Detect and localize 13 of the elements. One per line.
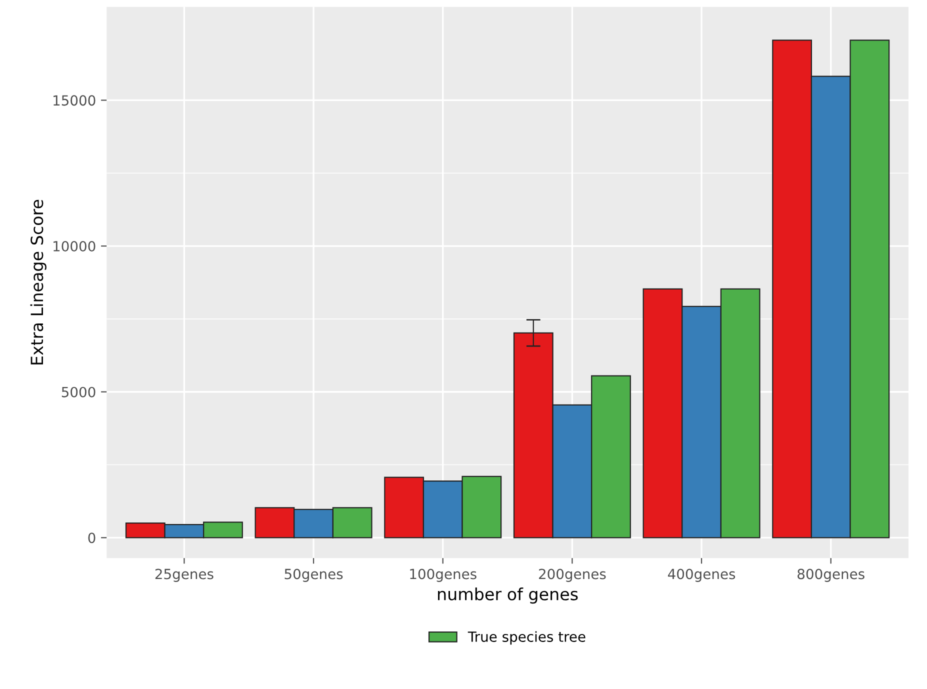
x-tick-label: 200genes bbox=[538, 568, 606, 582]
x-tick-label: 25genes bbox=[155, 568, 214, 582]
y-tick-label: 0 bbox=[88, 532, 96, 544]
legend-label: True species tree bbox=[468, 631, 586, 645]
x-tick-label: 100genes bbox=[410, 568, 476, 582]
y-tick-label: 15000 bbox=[54, 95, 96, 106]
x-tick-label: 400genes bbox=[668, 568, 736, 582]
y-tick-label: 10000 bbox=[54, 241, 96, 252]
x-axis-title: number of genes bbox=[438, 588, 578, 604]
x-tick-label: 50genes bbox=[284, 568, 343, 582]
x-tick-label: 800genes bbox=[798, 568, 864, 582]
y-tick-label: 5000 bbox=[62, 386, 96, 398]
y-axis-title: Extra Lineage Score bbox=[30, 200, 46, 364]
